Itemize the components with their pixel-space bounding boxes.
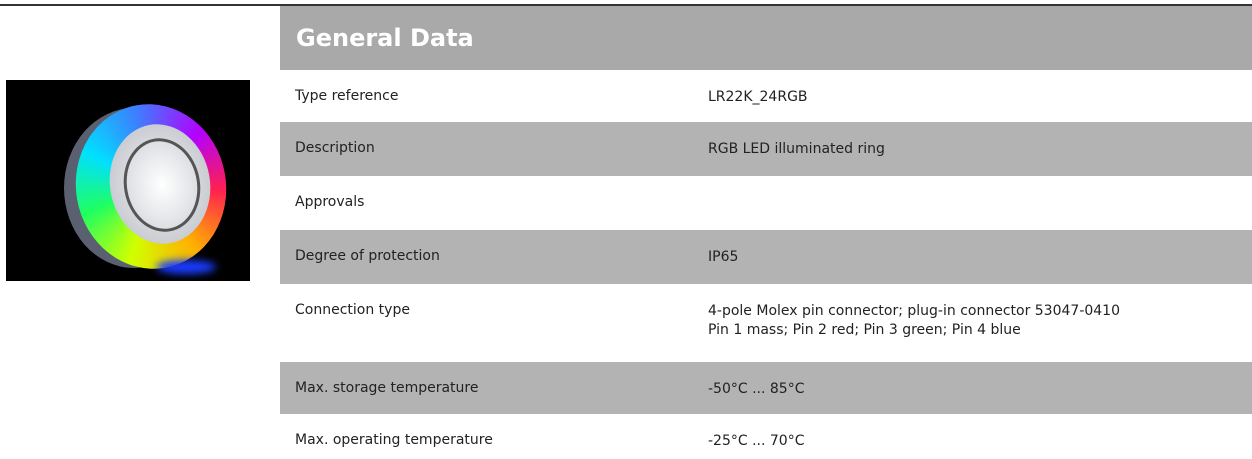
row-value: 4-pole Molex pin connector; plug-in conn…: [708, 302, 1120, 340]
value-line: 4-pole Molex pin connector; plug-in conn…: [708, 302, 1120, 321]
row-value: -25°C ... 70°C: [708, 432, 804, 451]
table-row: Max. storage temperature -50°C ... 85°C: [280, 362, 1252, 414]
value-line: IP65: [708, 248, 738, 267]
row-value: -50°C ... 85°C: [708, 380, 804, 399]
value-line: -50°C ... 85°C: [708, 380, 804, 399]
row-value: RGB LED illuminated ring: [708, 140, 885, 159]
row-label: Type reference: [295, 88, 398, 104]
row-label: Approvals: [295, 194, 364, 210]
table-row: Type reference LR22K_24RGB: [280, 70, 1252, 122]
page: General Data Type reference LR22K_24RGB De…: [0, 0, 1252, 459]
section-header: General Data: [280, 6, 1252, 70]
table-row: Max. operating temperature -25°C ... 70°C: [280, 414, 1252, 459]
value-line: RGB LED illuminated ring: [708, 140, 885, 159]
row-value: IP65: [708, 248, 738, 267]
table-row: Degree of protection IP65: [280, 230, 1252, 284]
product-image: [6, 80, 250, 281]
row-label: Description: [295, 140, 375, 156]
section-title: General Data: [296, 24, 474, 52]
row-label: Degree of protection: [295, 248, 440, 264]
row-label: Connection type: [295, 302, 410, 318]
table-row: Approvals: [280, 176, 1252, 230]
row-label: Max. operating temperature: [295, 432, 493, 448]
row-label: Max. storage temperature: [295, 380, 478, 396]
row-value: LR22K_24RGB: [708, 88, 808, 107]
value-line: Pin 1 mass; Pin 2 red; Pin 3 green; Pin …: [708, 321, 1120, 340]
value-line: LR22K_24RGB: [708, 88, 808, 107]
table-row: Description RGB LED illuminated ring: [280, 122, 1252, 176]
value-line: -25°C ... 70°C: [708, 432, 804, 451]
table-row: Connection type 4-pole Molex pin connecto…: [280, 284, 1252, 362]
